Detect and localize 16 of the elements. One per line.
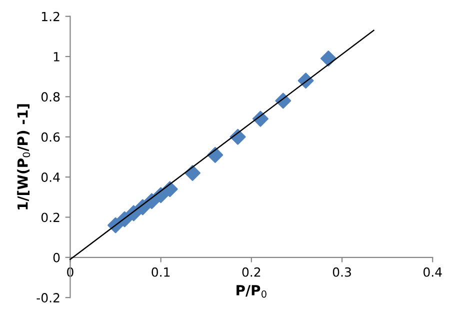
y-tick-label: -0.2 <box>36 293 60 302</box>
x-tick-label: 0.1 <box>152 267 170 277</box>
y-tick-label: 0.4 <box>41 172 60 182</box>
x-tick-label: 0.4 <box>424 267 442 277</box>
y-tick-label: 0 <box>53 252 60 262</box>
y-tick-label: 0.8 <box>41 92 60 102</box>
y-tick-label: 1 <box>54 52 60 62</box>
x-tick-label: 0.3 <box>332 267 351 277</box>
x-tick-label: 0.2 <box>242 267 260 277</box>
point <box>320 50 336 67</box>
y-tick-label: 0.2 <box>41 212 60 222</box>
x-axis-title: P/P$_{0}$ <box>236 285 266 298</box>
y-tick-label: 1.2 <box>42 12 60 22</box>
x-tick-label: 0 <box>67 267 74 277</box>
y-axis-title: 1/[W(P$_{0}$/P) -1] <box>17 104 30 210</box>
y-tick-label: 0.6 <box>41 132 60 142</box>
